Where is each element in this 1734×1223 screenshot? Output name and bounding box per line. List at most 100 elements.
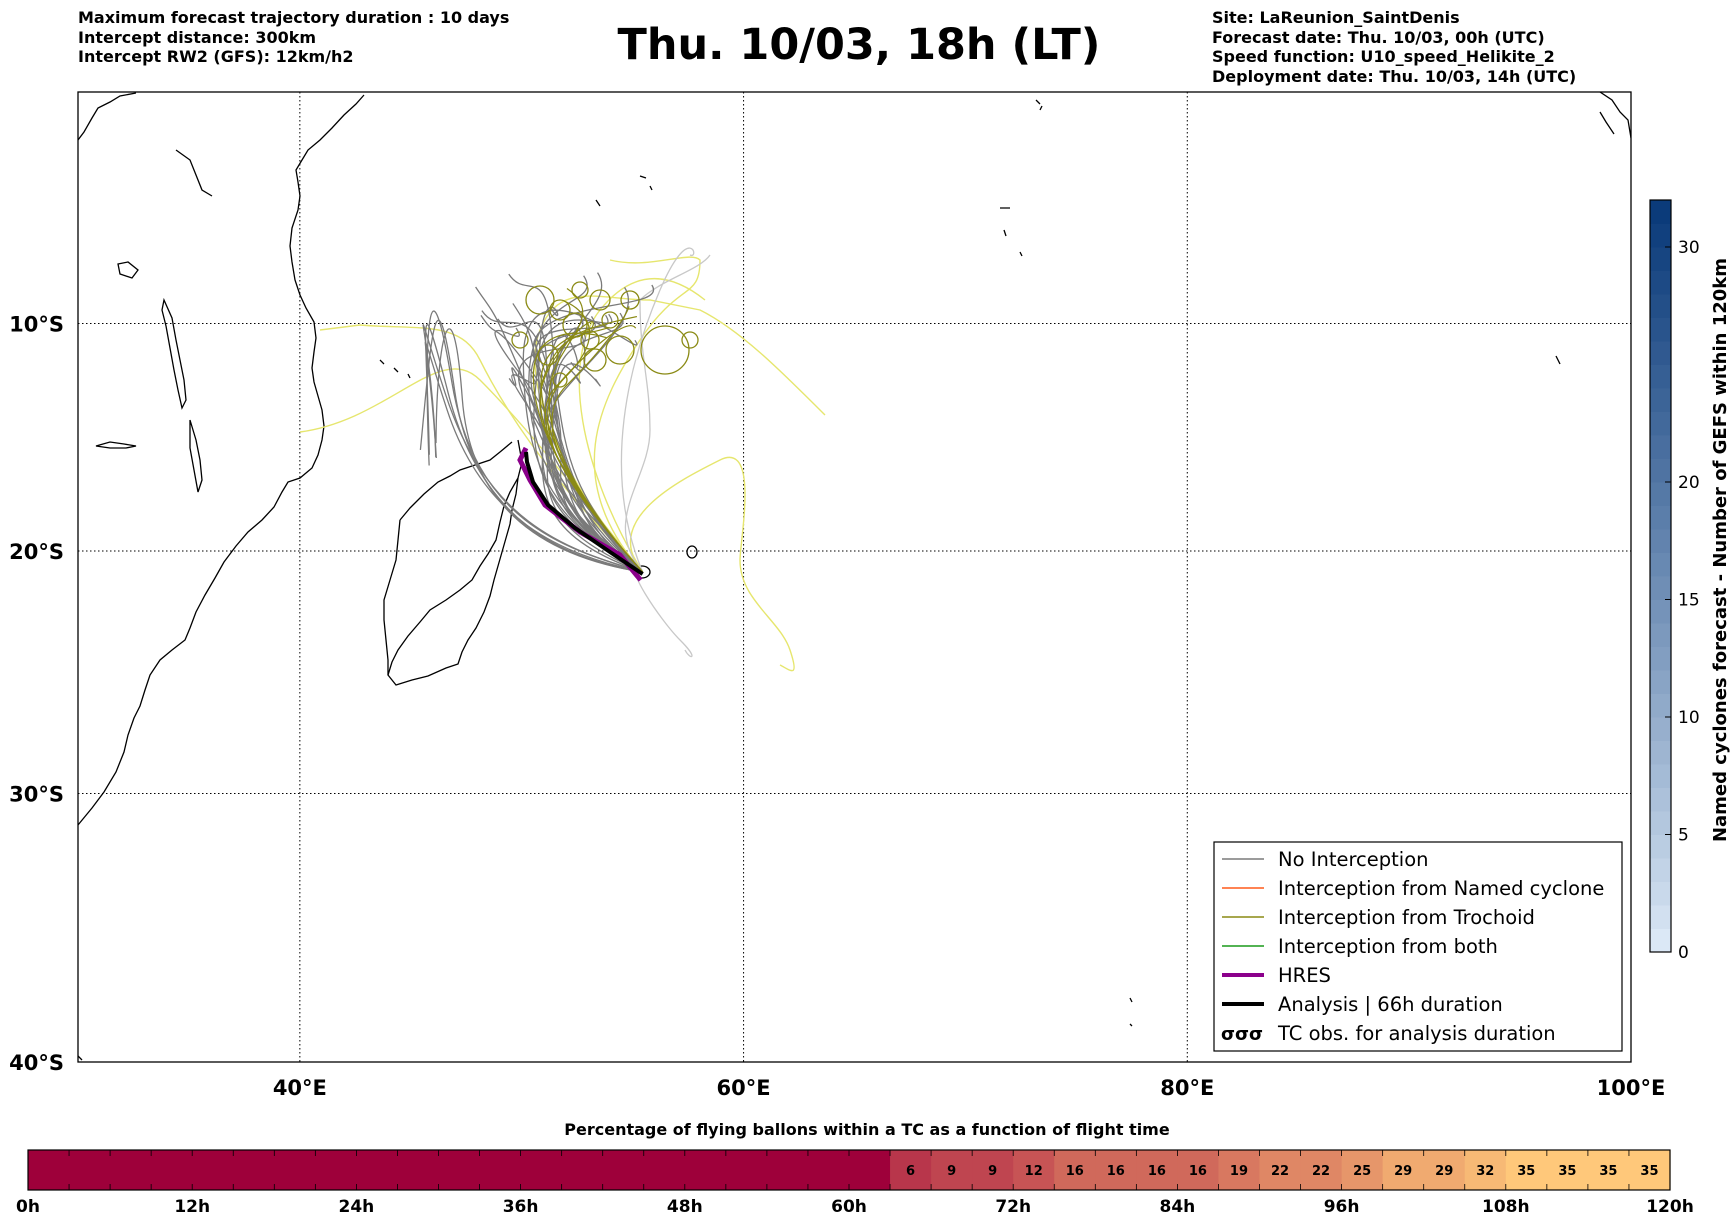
- flight-time-bin-label: 16: [1148, 1164, 1166, 1179]
- map-title-text: Thu. 10/03, 18h (LT): [617, 20, 1101, 70]
- cyclone-colorbar: 0 5 10 15 20 30: [1649, 199, 1700, 963]
- flight-time-bin-label: 9: [988, 1164, 997, 1179]
- colorbar-segment: [1650, 505, 1671, 530]
- flight-time-bin-label: 29: [1435, 1164, 1453, 1179]
- trajectory-no-interception: [494, 327, 643, 573]
- trochoid-loop: [640, 325, 690, 375]
- flight-time-colorbar-frame: [27, 1149, 1671, 1191]
- flight-time-bin: [1587, 1150, 1630, 1190]
- flight-time-bin: [315, 1150, 357, 1190]
- flight-time-bin: [684, 1150, 727, 1190]
- flight-time-tick-label: 120h: [1646, 1197, 1694, 1217]
- flight-time-tick-label: 84h: [1160, 1197, 1196, 1217]
- flight-time-bin-label: 35: [1558, 1164, 1576, 1179]
- lon-tick-label: 100°E: [1597, 1076, 1666, 1100]
- flight-time-bin: [931, 1150, 973, 1190]
- flight-time-bin: [725, 1150, 768, 1190]
- flight-time-bin: [69, 1150, 111, 1190]
- header-intercept-distance: Intercept distance: 300km: [78, 27, 317, 47]
- colorbar-segment: [1650, 552, 1671, 577]
- header-duration: Maximum forecast trajectory duration : 1…: [78, 8, 510, 27]
- bottom-chart-title: Percentage of flying ballons within a TC…: [564, 1120, 1170, 1139]
- colorbar-segment: [1650, 881, 1671, 906]
- flight-time-bin: [849, 1150, 891, 1190]
- flight-time-tick-label: 60h: [831, 1197, 867, 1217]
- flight-time-bin: [110, 1150, 152, 1190]
- colorbar-segment: [1650, 223, 1671, 248]
- flight-time-bin: [1423, 1150, 1466, 1190]
- flight-time-bin: [1628, 1150, 1671, 1190]
- mauritius-island: [686, 545, 698, 559]
- flight-time-bin-label: 16: [1066, 1164, 1084, 1179]
- trochoid-loop: [552, 372, 568, 388]
- colorbar-segment: [1650, 834, 1671, 859]
- africa-coastline: [78, 94, 365, 826]
- colorbar-segment: [1650, 646, 1671, 671]
- flight-time-tick-label: 96h: [1324, 1197, 1360, 1217]
- flight-time-bin: [397, 1150, 440, 1190]
- colorbar-tick-label: 30: [1678, 238, 1700, 258]
- seychelles-islands: [595, 175, 653, 207]
- flight-time-bin: [233, 1150, 275, 1190]
- gulf-aden-coastline: [175, 149, 213, 197]
- header-site: Site: LaReunion_SaintDenis: [1212, 8, 1460, 27]
- flight-time-bin: [1218, 1150, 1261, 1190]
- trochoid-loop: [681, 331, 699, 349]
- trajectory-no-interception: [475, 286, 643, 573]
- colorbar-segment: [1650, 717, 1671, 741]
- colorbar-tick-label: 0: [1678, 943, 1689, 963]
- colorbar-segment: [1650, 928, 1671, 953]
- flight-time-bin: [561, 1150, 604, 1190]
- flight-time-bin: [1300, 1150, 1343, 1190]
- chagos-islands: [1555, 355, 1561, 365]
- flight-time-bin-label: 12: [1025, 1164, 1043, 1179]
- lake-malawi: [189, 419, 203, 493]
- colorbar-segment: [1650, 787, 1671, 812]
- flight-time-bin: [274, 1150, 316, 1190]
- flight-time-bin: [1013, 1150, 1055, 1190]
- colorbar-segment: [1650, 623, 1671, 647]
- trajectory-no-interception: [508, 273, 643, 573]
- colorbar-segment: [1650, 670, 1671, 694]
- legend-symbol-tc: σσσ: [1221, 1024, 1263, 1045]
- colorbar-segment: [1650, 599, 1671, 624]
- flight-time-bin-label: 16: [1189, 1164, 1207, 1179]
- flight-time-bin-label: 22: [1271, 1164, 1289, 1179]
- trochoid-loop: [589, 289, 611, 311]
- legend-label: Interception from Trochoid: [1278, 906, 1535, 929]
- legend-label: Analysis | 66h duration: [1278, 993, 1503, 1016]
- colorbar-segment: [1650, 247, 1671, 271]
- header-forecast-date: Forecast date: Thu. 10/03, 00h (UTC): [1212, 27, 1545, 47]
- hres-track: [517, 446, 643, 582]
- flight-time-bin: [1177, 1150, 1220, 1190]
- map-grid: [78, 92, 1631, 1062]
- analysis-track: [524, 451, 644, 576]
- colorbar-segment: [1650, 200, 1671, 224]
- trajectory-no-interception: [511, 374, 644, 573]
- trajectory-line-light: [624, 254, 711, 573]
- header-intercept-rw2: Intercept RW2 (GFS): 12km/h2: [78, 47, 354, 66]
- header-deployment-date: Deployment date: Thu. 10/03, 14h (UTC): [1212, 66, 1577, 86]
- flight-time-bin: [1341, 1150, 1384, 1190]
- trajectory-trochoid: [547, 300, 644, 573]
- trajectory-no-interception: [424, 324, 643, 573]
- trajectory-no-interception: [550, 312, 643, 573]
- legend-label: No Interception: [1278, 848, 1429, 871]
- colorbar-tick-label: 15: [1678, 591, 1700, 611]
- flight-time-bin: [356, 1150, 399, 1190]
- colorbar-segment: [1650, 411, 1671, 436]
- flight-time-bin-label: 29: [1394, 1164, 1412, 1179]
- flight-time-bin: [643, 1150, 686, 1190]
- trochoid-loop: [601, 311, 619, 329]
- flight-time-bin: [807, 1150, 850, 1190]
- lat-tick-label: 10°S: [9, 312, 64, 336]
- trajectory-line-yellow: [593, 256, 701, 573]
- madagascar-coastline: [387, 439, 523, 686]
- trajectory-no-interception: [538, 306, 644, 573]
- trajectory-line-light: [635, 569, 693, 658]
- map-frame: [77, 91, 1632, 1063]
- trajectory-trochoid: [548, 287, 644, 573]
- madagascar-west: [383, 519, 401, 675]
- colorbar-segment: [1650, 905, 1671, 929]
